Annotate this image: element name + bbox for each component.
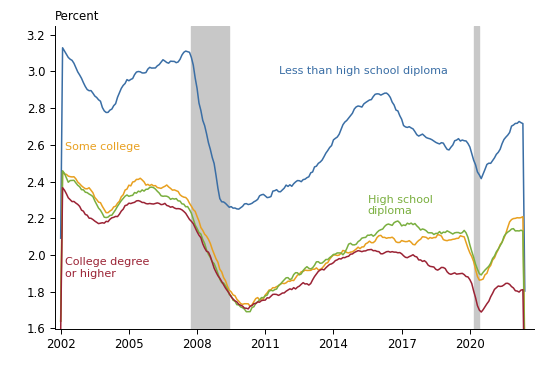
Text: Less than high school diploma: Less than high school diploma	[279, 66, 448, 76]
Text: High school
diploma: High school diploma	[367, 195, 432, 216]
Text: College degree
or higher: College degree or higher	[65, 257, 150, 279]
Bar	[474, 26, 480, 329]
Text: Percent: Percent	[55, 9, 100, 23]
Text: Some college: Some college	[65, 142, 140, 152]
Bar	[191, 26, 229, 329]
